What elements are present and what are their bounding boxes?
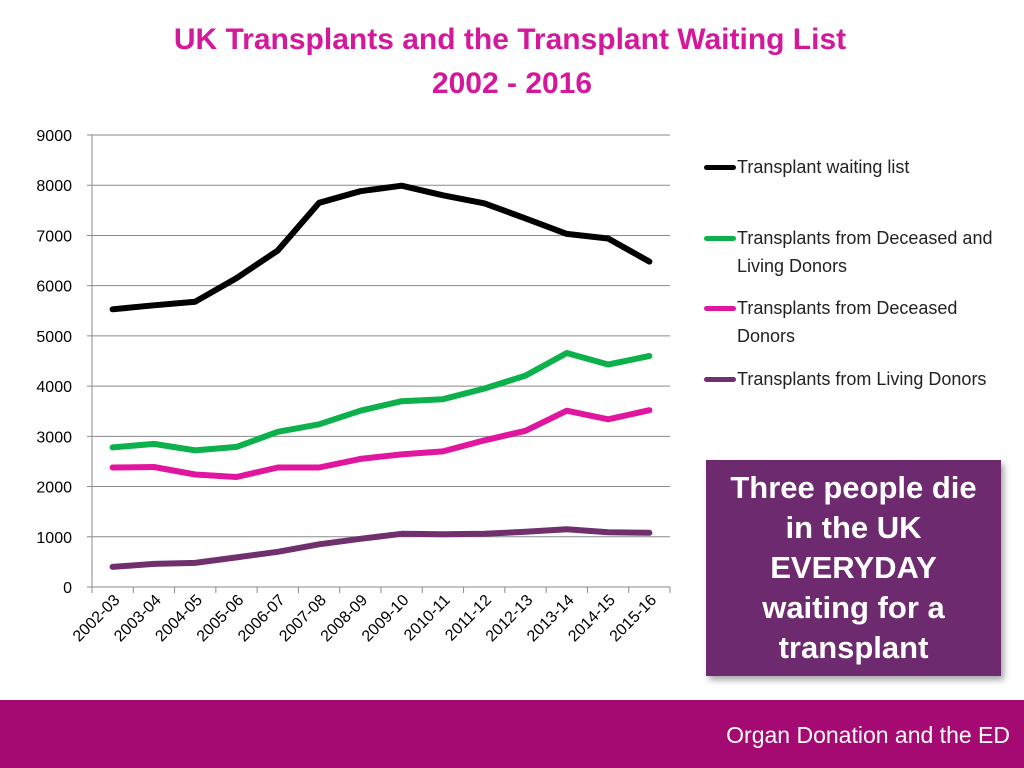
legend-label: Transplants from Deceased and Living Don… xyxy=(737,228,993,276)
legend-item: Transplants from Deceased Donors xyxy=(700,294,1000,350)
legend-label: Transplants from Deceased Donors xyxy=(737,298,958,346)
footer-bar: Organ Donation and the ED xyxy=(0,700,1024,768)
callout-text: Three people die in the UK EVERYDAY wait… xyxy=(730,470,977,665)
series-line-transplants-from-living-donors xyxy=(109,526,653,570)
y-tick-label: 2000 xyxy=(36,480,72,497)
legend-item: Transplants from Living Donors xyxy=(700,365,1000,393)
legend-item: Transplants from Deceased and Living Don… xyxy=(700,224,1000,280)
y-tick-label: 0 xyxy=(63,580,72,597)
y-tick-label: 5000 xyxy=(36,329,72,346)
legend-label: Transplants from Living Donors xyxy=(737,369,987,389)
chart-title: UK Transplants and the Transplant Waitin… xyxy=(0,18,1024,106)
footer-text: Organ Donation and the ED xyxy=(726,722,1010,748)
line-chart: 0100020003000400050006000700080009000200… xyxy=(36,128,671,645)
chart-title-line2: 2002 - 2016 xyxy=(431,67,593,100)
y-tick-label: 8000 xyxy=(36,178,72,195)
series-line-transplants-from-deceased-donors xyxy=(109,407,653,480)
y-tick-label: 4000 xyxy=(36,379,72,396)
series-line-transplant-waiting-list xyxy=(109,182,653,313)
chart-title-line1: UK Transplants and the Transplant Waitin… xyxy=(173,23,847,56)
y-tick-label: 1000 xyxy=(36,530,72,547)
series-line-transplants-from-deceased-and-living-donors xyxy=(109,350,653,454)
y-tick-label: 6000 xyxy=(36,279,72,296)
callout-box: Three people die in the UK EVERYDAY wait… xyxy=(706,460,1001,676)
legend-swatch xyxy=(704,306,736,311)
legend-swatch xyxy=(704,236,736,241)
legend-item: Transplant waiting list xyxy=(700,153,1000,181)
legend-label: Transplant waiting list xyxy=(737,157,910,177)
legend-swatch xyxy=(704,165,736,170)
y-tick-label: 9000 xyxy=(36,128,72,145)
y-tick-label: 3000 xyxy=(36,429,72,446)
y-tick-label: 7000 xyxy=(36,228,72,245)
legend-swatch xyxy=(704,377,736,382)
